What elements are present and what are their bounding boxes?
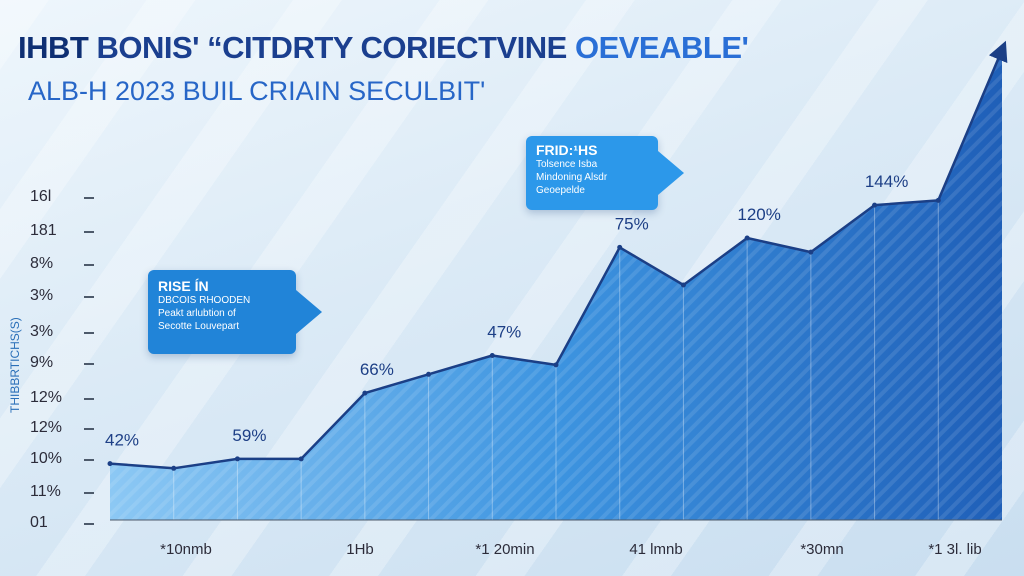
- data-point: [935, 197, 941, 203]
- y-tick-label: 8%: [30, 255, 94, 273]
- callout-frid: FRID:¹HS Tolsence Isba Mindoning Alsdr G…: [526, 136, 684, 210]
- x-tick-label: *1 3l. lib: [928, 541, 982, 558]
- callout-rise: RISE ÍN DBCOIS RHOODEN Peakt arlubtion o…: [148, 270, 322, 354]
- callout-title: FRID:¹HS: [536, 142, 598, 158]
- data-label: 66%: [360, 360, 394, 379]
- y-tick-label: 3%: [30, 287, 94, 305]
- x-tick-label: *10nmb: [160, 541, 212, 558]
- data-point: [171, 465, 177, 471]
- data-point: [744, 235, 750, 241]
- data-label: 59%: [232, 426, 266, 445]
- y-tick-label: 11%: [30, 483, 94, 501]
- callout-line: Geoepelde: [536, 185, 585, 196]
- chart-title: IHBT BONIS' “CITDRTY CORIECTVINE OEVEABL…: [18, 30, 749, 66]
- data-point: [489, 353, 495, 358]
- data-point: [808, 249, 814, 255]
- data-label: 75%: [615, 214, 649, 233]
- data-label: 42%: [105, 431, 139, 450]
- callout-line: Peakt arlubtion of: [158, 308, 236, 319]
- callout-line: Mindoning Alsdr: [536, 172, 608, 183]
- y-tick-label: 3%: [30, 323, 94, 341]
- data-point: [617, 244, 623, 250]
- callout-title: RISE ÍN: [158, 278, 209, 294]
- title-main: BONIS' “CITDRTY CORIECTVINE: [96, 30, 567, 65]
- data-point: [553, 362, 559, 368]
- x-tick-label: *1 20min: [475, 541, 535, 558]
- data-point: [426, 371, 432, 377]
- data-label: 47%: [487, 323, 521, 342]
- data-point: [234, 456, 240, 462]
- x-tick-label: *30mn: [800, 541, 844, 558]
- y-tick-label: 12%: [30, 419, 94, 437]
- data-label: 120%: [737, 205, 780, 224]
- x-tick-label: 1Hb: [346, 541, 374, 558]
- data-point: [362, 390, 368, 396]
- y-tick-label: 12%: [30, 389, 94, 407]
- y-tick-label: 9%: [30, 354, 94, 372]
- callout-line: Secotte Louvepart: [158, 321, 240, 332]
- y-tick-label: 16l: [30, 188, 94, 206]
- title-brand: IHBT: [18, 30, 89, 65]
- data-point: [680, 282, 686, 288]
- y-tick-label: 181: [30, 222, 94, 240]
- area-hatch: [110, 50, 1002, 520]
- data-point: [872, 202, 878, 208]
- data-label: 144%: [865, 172, 908, 191]
- data-point: [298, 456, 304, 462]
- title-accent: OEVEABLE': [574, 30, 749, 65]
- callout-line: Tolsence Isba: [536, 159, 598, 170]
- x-tick-label: 41 lmnb: [629, 541, 683, 558]
- callout-line: DBCOIS RHOODEN: [158, 295, 251, 306]
- chart-subtitle: ALB-H 2023 BUIL CRIAIN SECULBIT': [28, 76, 486, 106]
- data-point: [107, 461, 113, 467]
- y-tick-label: 10%: [30, 450, 94, 468]
- y-tick-label: 01: [30, 514, 94, 532]
